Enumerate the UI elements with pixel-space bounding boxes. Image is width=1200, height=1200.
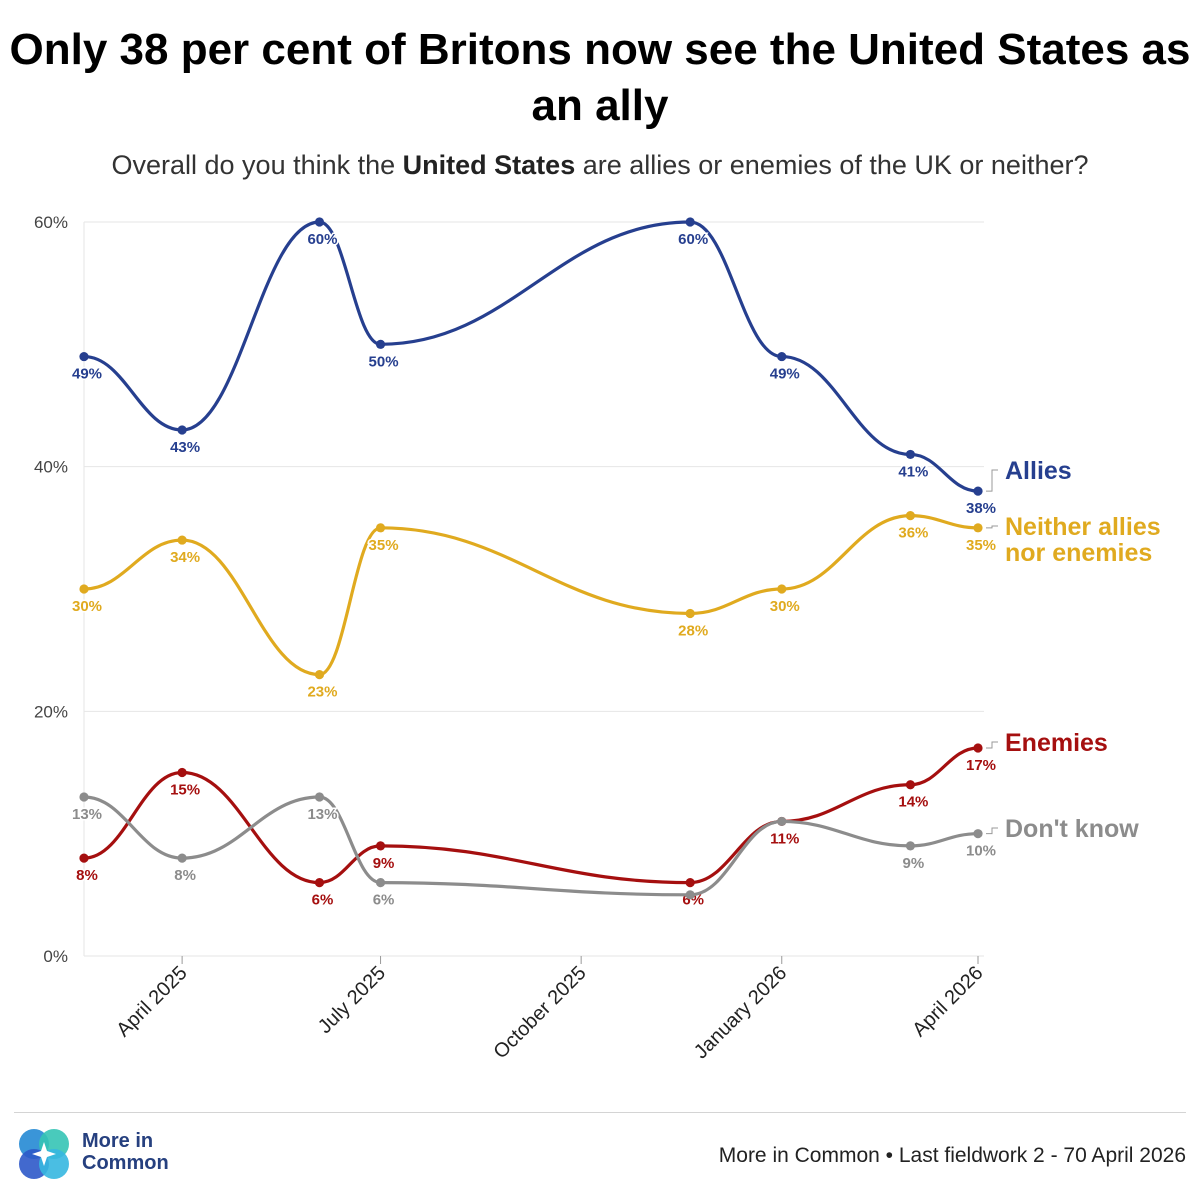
data-point — [777, 816, 787, 827]
legend-connector — [986, 827, 998, 835]
data-label: 28% — [678, 622, 708, 639]
data-point — [685, 217, 695, 227]
series-line-enemies — [82, 746, 980, 885]
series-line-don-t-know — [82, 795, 980, 897]
y-tick-label: 40% — [34, 458, 68, 477]
source-note: More in Common • Last fieldwork 2 - 70 A… — [718, 1144, 1186, 1167]
data-label: 43% — [170, 439, 200, 456]
chart-title: Only 38 per cent of Britons now see the … — [9, 25, 1191, 130]
legend-connector — [986, 525, 998, 529]
x-tick-label: October 2025 — [489, 962, 590, 1063]
series-line-neither-allies-nor-enemies — [82, 513, 980, 677]
data-label: 11% — [770, 830, 799, 847]
legend-label: Enemies — [1005, 729, 1108, 757]
subtitle-after: are allies or enemies of the UK or neith… — [575, 150, 1089, 180]
data-point — [375, 878, 386, 888]
series-line-allies — [82, 220, 980, 493]
legend-label: Allies — [1005, 457, 1072, 485]
data-point — [375, 339, 386, 349]
y-tick-label: 60% — [34, 213, 68, 232]
x-tick-label: April 2026 — [908, 962, 987, 1041]
data-label: 34% — [170, 549, 200, 566]
data-label: 50% — [369, 353, 399, 370]
data-label: 60% — [307, 231, 337, 248]
data-point — [777, 584, 787, 594]
data-point — [375, 523, 386, 533]
data-point — [314, 792, 325, 802]
logo-text-line2: Common — [82, 1152, 169, 1174]
data-label: 13% — [307, 806, 337, 823]
more-in-common-logo-icon — [19, 1129, 69, 1179]
data-label: 8% — [76, 867, 98, 884]
data-label: 60% — [678, 231, 708, 248]
data-label: 13% — [72, 806, 102, 823]
legend-connector — [986, 741, 998, 749]
data-point — [905, 449, 916, 460]
data-point — [685, 608, 695, 619]
data-point — [79, 584, 89, 594]
data-label: 38% — [966, 500, 996, 517]
data-label: 9% — [373, 855, 395, 872]
data-point — [314, 217, 325, 227]
data-label: 15% — [170, 782, 200, 799]
data-label: 10% — [966, 843, 996, 860]
legend-label: Neither allies — [1005, 513, 1161, 541]
data-label: 8% — [174, 867, 196, 884]
x-tick-label: January 2026 — [690, 962, 791, 1063]
data-label: 41% — [898, 463, 928, 480]
data-label: 6% — [312, 892, 334, 909]
data-point — [685, 878, 695, 888]
data-point — [973, 743, 983, 753]
data-point — [905, 780, 916, 790]
data-point — [177, 853, 187, 863]
data-label: 9% — [903, 855, 925, 872]
data-label: 30% — [770, 598, 800, 615]
data-point — [777, 351, 787, 362]
data-point — [973, 523, 983, 533]
data-point — [973, 486, 983, 496]
data-point — [177, 767, 187, 778]
data-point — [177, 535, 187, 545]
data-label: 30% — [72, 598, 102, 615]
data-point — [79, 853, 89, 863]
data-label: 14% — [898, 794, 928, 811]
logo-text-line1: More in — [82, 1130, 154, 1152]
data-label: 36% — [898, 525, 928, 542]
chart-subtitle: Overall do you think the United States a… — [0, 150, 1200, 181]
data-point — [375, 841, 386, 851]
legend-connector — [986, 469, 998, 492]
data-label: 49% — [770, 366, 800, 383]
data-label: 6% — [373, 892, 395, 909]
legend-label: Don't know — [1005, 815, 1139, 843]
subtitle-bold: United States — [402, 150, 576, 180]
data-point — [177, 425, 187, 435]
data-label: 17% — [966, 757, 996, 774]
data-point — [973, 829, 983, 839]
legend-label: nor enemies — [1005, 539, 1152, 567]
data-point — [314, 878, 325, 888]
data-label: 23% — [307, 684, 337, 701]
logo-text: More in Common — [82, 1130, 202, 1174]
data-label: 35% — [369, 537, 399, 554]
y-tick-label: 0% — [43, 947, 68, 966]
data-point — [685, 890, 695, 900]
data-point — [905, 510, 916, 521]
data-label: 49% — [72, 366, 102, 383]
y-tick-label: 20% — [34, 702, 68, 721]
data-point — [79, 792, 89, 802]
subtitle-before: Overall do you think the — [111, 150, 403, 180]
data-point — [314, 670, 325, 680]
x-tick-label: April 2025 — [112, 962, 191, 1041]
x-tick-label: July 2025 — [314, 962, 390, 1038]
footer-divider — [14, 1112, 1186, 1113]
data-point — [79, 351, 89, 362]
data-point — [905, 841, 916, 851]
data-label: 35% — [966, 537, 996, 554]
